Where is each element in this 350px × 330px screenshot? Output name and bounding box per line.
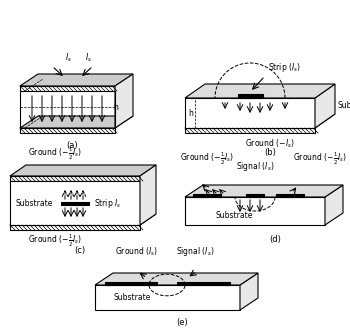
Text: Ground ($I_s$): Ground ($I_s$) [116, 246, 159, 258]
Text: Substrate: Substrate [337, 102, 350, 111]
Polygon shape [20, 74, 133, 86]
Bar [105, 282, 157, 285]
Text: (e): (e) [176, 318, 188, 327]
Polygon shape [240, 273, 258, 310]
Text: Substrate: Substrate [215, 212, 252, 220]
Bar [10, 176, 140, 181]
Bar [10, 225, 140, 230]
Bar [185, 98, 315, 128]
Text: Substrate: Substrate [15, 199, 52, 208]
Text: Ground ($-\frac{1}{2}I_s$): Ground ($-\frac{1}{2}I_s$) [293, 151, 347, 167]
Bar [20, 86, 115, 91]
Text: Strip ($I_s$): Strip ($I_s$) [268, 61, 301, 74]
Polygon shape [325, 185, 343, 225]
Text: h: h [188, 109, 193, 117]
Text: (a): (a) [66, 141, 78, 150]
Bar [193, 194, 221, 197]
Text: Signal ($I_s$): Signal ($I_s$) [236, 160, 274, 173]
Polygon shape [185, 114, 335, 128]
Polygon shape [20, 116, 133, 128]
Polygon shape [10, 165, 156, 176]
Bar [10, 181, 140, 225]
Bar [185, 197, 325, 225]
Polygon shape [185, 185, 343, 197]
Bar [61, 202, 89, 205]
Polygon shape [185, 84, 335, 98]
Text: (c): (c) [75, 246, 85, 255]
Polygon shape [315, 84, 335, 128]
Text: Ground ($-\frac{1}{2}I_s$): Ground ($-\frac{1}{2}I_s$) [180, 151, 234, 167]
Polygon shape [10, 214, 156, 225]
Text: Substrate: Substrate [113, 293, 150, 303]
Text: Ground ($-\frac{1}{2}I_s$): Ground ($-\frac{1}{2}I_s$) [28, 233, 82, 249]
Polygon shape [115, 74, 133, 128]
Bar [246, 194, 264, 197]
Bar [177, 282, 230, 285]
Bar [20, 128, 115, 133]
Text: (d): (d) [269, 235, 281, 244]
Text: Ground ($-I_s$): Ground ($-I_s$) [245, 138, 295, 150]
Text: $I_s$: $I_s$ [85, 51, 91, 64]
Text: (b): (b) [264, 148, 276, 157]
Text: Ground ($-\frac{1}{2}I_s$): Ground ($-\frac{1}{2}I_s$) [28, 146, 82, 162]
Bar [238, 94, 263, 98]
Text: Signal ($I_s$): Signal ($I_s$) [176, 245, 214, 258]
Text: h: h [113, 103, 118, 112]
Text: $I_s$: $I_s$ [64, 51, 71, 64]
Text: Strip $I_s$: Strip $I_s$ [94, 197, 121, 211]
Bar [185, 128, 315, 133]
Polygon shape [95, 273, 258, 285]
Bar [95, 285, 240, 310]
Bar [276, 194, 304, 197]
Polygon shape [140, 165, 156, 225]
